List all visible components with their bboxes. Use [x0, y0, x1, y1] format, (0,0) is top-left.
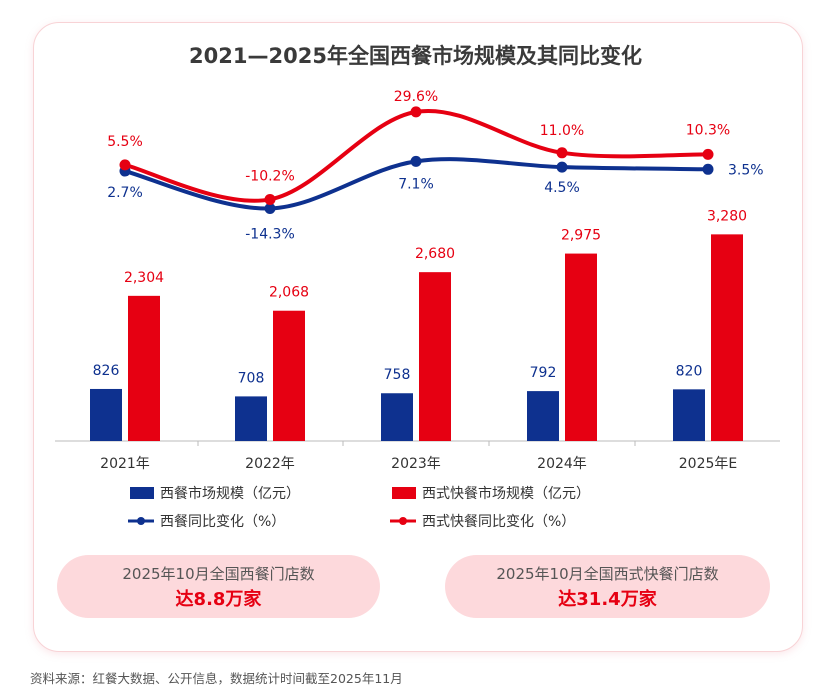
line-point	[410, 155, 422, 167]
x-tick-label: 2022年	[245, 456, 295, 472]
line-point	[556, 147, 568, 159]
legend-label: 西餐同比变化（%）	[160, 514, 285, 530]
legend-label: 西式快餐同比变化（%）	[422, 514, 575, 530]
line-value-label: 10.3%	[686, 122, 730, 138]
bar-value-label: 758	[384, 367, 411, 383]
line-value-label: 4.5%	[544, 180, 580, 196]
legend-line-marker	[137, 517, 145, 525]
bar-fastfood	[128, 295, 160, 441]
legend-bar-swatch	[130, 487, 154, 499]
bar-value-label: 2,680	[415, 246, 455, 262]
bar-fastfood	[273, 310, 305, 441]
line-point	[702, 163, 714, 175]
line-value-label: 7.1%	[398, 176, 434, 192]
pill-value: 达31.4万家	[558, 589, 657, 610]
bar-value-label: 2,068	[269, 285, 309, 301]
pill-label: 2025年10月全国西餐门店数	[122, 565, 315, 583]
chart-card	[33, 22, 803, 652]
footnote: 资料来源：红餐大数据、公开信息，数据统计时间截至2025年11月	[30, 671, 403, 686]
chart-title: 2021—2025年全国西餐市场规模及其同比变化	[189, 44, 642, 68]
x-tick-label: 2024年	[537, 456, 587, 472]
line-value-label: 5.5%	[107, 134, 143, 150]
line-value-label: 11.0%	[540, 123, 584, 139]
legend-line-marker	[399, 517, 407, 525]
bar-fastfood	[711, 234, 743, 441]
bar-western	[235, 396, 267, 441]
line-point	[264, 202, 276, 214]
line-point	[264, 193, 276, 205]
pill-western-stores: 2025年10月全国西餐门店数 达8.8万家	[57, 555, 380, 618]
x-tick-label: 2021年	[100, 456, 150, 472]
legend-label: 西式快餐市场规模（亿元）	[422, 485, 590, 502]
bar-fastfood	[565, 253, 597, 441]
line-point	[410, 106, 422, 118]
bar-value-label: 2,975	[561, 228, 601, 244]
bar-value-label: 792	[530, 365, 557, 381]
bar-western	[90, 388, 122, 441]
line-point	[556, 161, 568, 173]
pill-fastfood-stores: 2025年10月全国西式快餐门店数 达31.4万家	[445, 555, 770, 618]
x-tick-label: 2023年	[391, 456, 441, 472]
line-point	[702, 148, 714, 160]
line-value-label: 3.5%	[728, 162, 764, 178]
line-value-label: -14.3%	[245, 226, 295, 242]
pill-label: 2025年10月全国西式快餐门店数	[496, 565, 719, 583]
bar-value-label: 3,280	[707, 208, 747, 224]
line-value-label: 2.7%	[107, 185, 143, 201]
line-value-label: 29.6%	[394, 89, 438, 105]
legend-label: 西餐市场规模（亿元）	[160, 485, 300, 502]
legend-bar-swatch	[392, 487, 416, 499]
bar-value-label: 2,304	[124, 270, 164, 286]
line-value-label: -10.2%	[245, 168, 295, 184]
bar-western	[381, 393, 413, 441]
bar-value-label: 820	[676, 363, 703, 379]
line-point	[119, 159, 131, 171]
pill-value: 达8.8万家	[175, 589, 262, 610]
bar-value-label: 826	[93, 363, 120, 379]
x-tick-label: 2025年E	[679, 456, 737, 472]
bar-fastfood	[419, 272, 451, 441]
bar-value-label: 708	[238, 370, 265, 386]
bar-western	[527, 391, 559, 441]
bar-western	[673, 389, 705, 441]
